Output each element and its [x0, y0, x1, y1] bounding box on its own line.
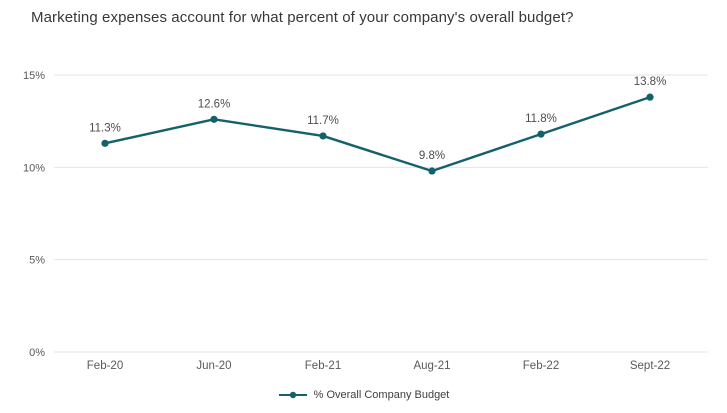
data-point	[428, 167, 436, 175]
data-point	[646, 93, 654, 101]
x-axis-label: Aug-21	[413, 360, 450, 372]
x-axis-label: Feb-20	[87, 360, 123, 372]
data-point	[101, 139, 109, 147]
y-tick-label: 0%	[29, 347, 45, 359]
chart-title: Marketing expenses account for what perc…	[31, 9, 574, 26]
data-label: 11.3%	[89, 122, 121, 134]
data-label: 12.6%	[198, 98, 231, 110]
y-tick-label: 10%	[23, 162, 45, 174]
y-tick-label: 5%	[29, 255, 45, 267]
x-axis-label: Jun-20	[196, 360, 231, 372]
legend-label: % Overall Company Budget	[313, 389, 450, 401]
data-point	[537, 130, 545, 138]
data-point	[210, 115, 218, 123]
x-axis-label: Feb-22	[523, 360, 559, 372]
series-line	[104, 96, 651, 173]
data-label: 13.8%	[634, 76, 667, 88]
legend-line-icon	[278, 390, 308, 400]
data-point	[319, 132, 327, 140]
data-label: 11.7%	[307, 115, 339, 127]
legend: % Overall Company Budget	[0, 389, 727, 401]
y-tick-label: 15%	[23, 70, 45, 82]
data-label: 9.8%	[419, 150, 445, 162]
x-axis-label: Sept-22	[630, 360, 670, 372]
x-axis-label: Feb-21	[305, 360, 341, 372]
data-label: 11.8%	[525, 113, 557, 125]
